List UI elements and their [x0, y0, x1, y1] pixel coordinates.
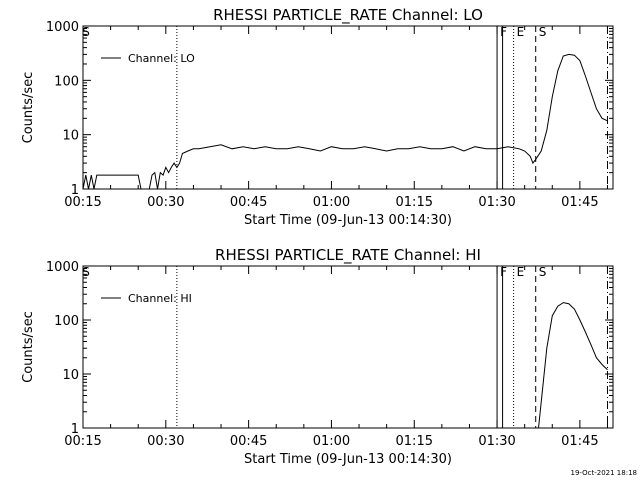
- x-tick-label: 00:30: [147, 195, 184, 210]
- x-tick-label: 00:15: [64, 195, 101, 210]
- x-tick-label: 00:45: [230, 195, 267, 210]
- chart-title: RHESSI PARTICLE_RATE Channel: LO: [213, 6, 483, 25]
- marker-label: S: [82, 265, 90, 279]
- x-tick-label: 01:30: [478, 434, 515, 449]
- series-line: [538, 302, 608, 429]
- x-tick-label: 01:45: [561, 195, 598, 210]
- legend-label: Channel: HI: [128, 292, 192, 305]
- plot-frame: [82, 25, 614, 190]
- x-tick-label: 00:45: [230, 434, 267, 449]
- chart-panel-lo: RHESSI PARTICLE_RATE Channel: LO Start Ti…: [21, 6, 614, 228]
- y-axis-label: Counts/sec: [21, 72, 36, 144]
- chart-panel-hi: RHESSI PARTICLE_RATE Channel: HI Start Ti…: [21, 246, 614, 467]
- y-tick-label: 1000: [46, 20, 79, 35]
- marker-label: F: [500, 25, 507, 39]
- x-tick-label: 01:30: [478, 195, 515, 210]
- marker-label: S: [539, 265, 547, 279]
- y-tick-label: 1000: [46, 260, 79, 275]
- marker-label: E: [517, 25, 525, 39]
- chart-title: RHESSI PARTICLE_RATE Channel: HI: [215, 246, 481, 265]
- x-axis-label: Start Time (09-Jun-13 00:14:30): [244, 452, 452, 467]
- x-axis-label: Start Time (09-Jun-13 00:14:30): [244, 213, 452, 228]
- marker-label: F: [500, 265, 507, 279]
- y-tick-label: 100: [54, 74, 79, 89]
- y-tick-label: 1: [71, 183, 79, 198]
- marker-label: S: [539, 25, 547, 39]
- x-tick-label: 00:30: [147, 434, 184, 449]
- marker-label: S: [82, 25, 90, 39]
- y-tick-label: 100: [54, 314, 79, 329]
- x-tick-label: 01:00: [313, 434, 350, 449]
- x-tick-label: 01:15: [396, 195, 433, 210]
- x-tick-label: 00:15: [64, 434, 101, 449]
- y-tick-label: 10: [62, 368, 79, 383]
- y-axis-label: Counts/sec: [21, 311, 36, 383]
- x-tick-label: 01:15: [396, 434, 433, 449]
- plot-frame: [82, 265, 614, 429]
- y-tick-label: 10: [62, 129, 79, 144]
- x-tick-label: 01:45: [561, 434, 598, 449]
- legend-label: Channel: LO: [128, 52, 195, 65]
- footer-date: 19-Oct-2021 18:18: [571, 469, 637, 477]
- marker-label: E: [517, 265, 525, 279]
- series-line: [82, 53, 608, 190]
- y-tick-label: 1: [71, 422, 79, 437]
- x-tick-label: 01:00: [313, 195, 350, 210]
